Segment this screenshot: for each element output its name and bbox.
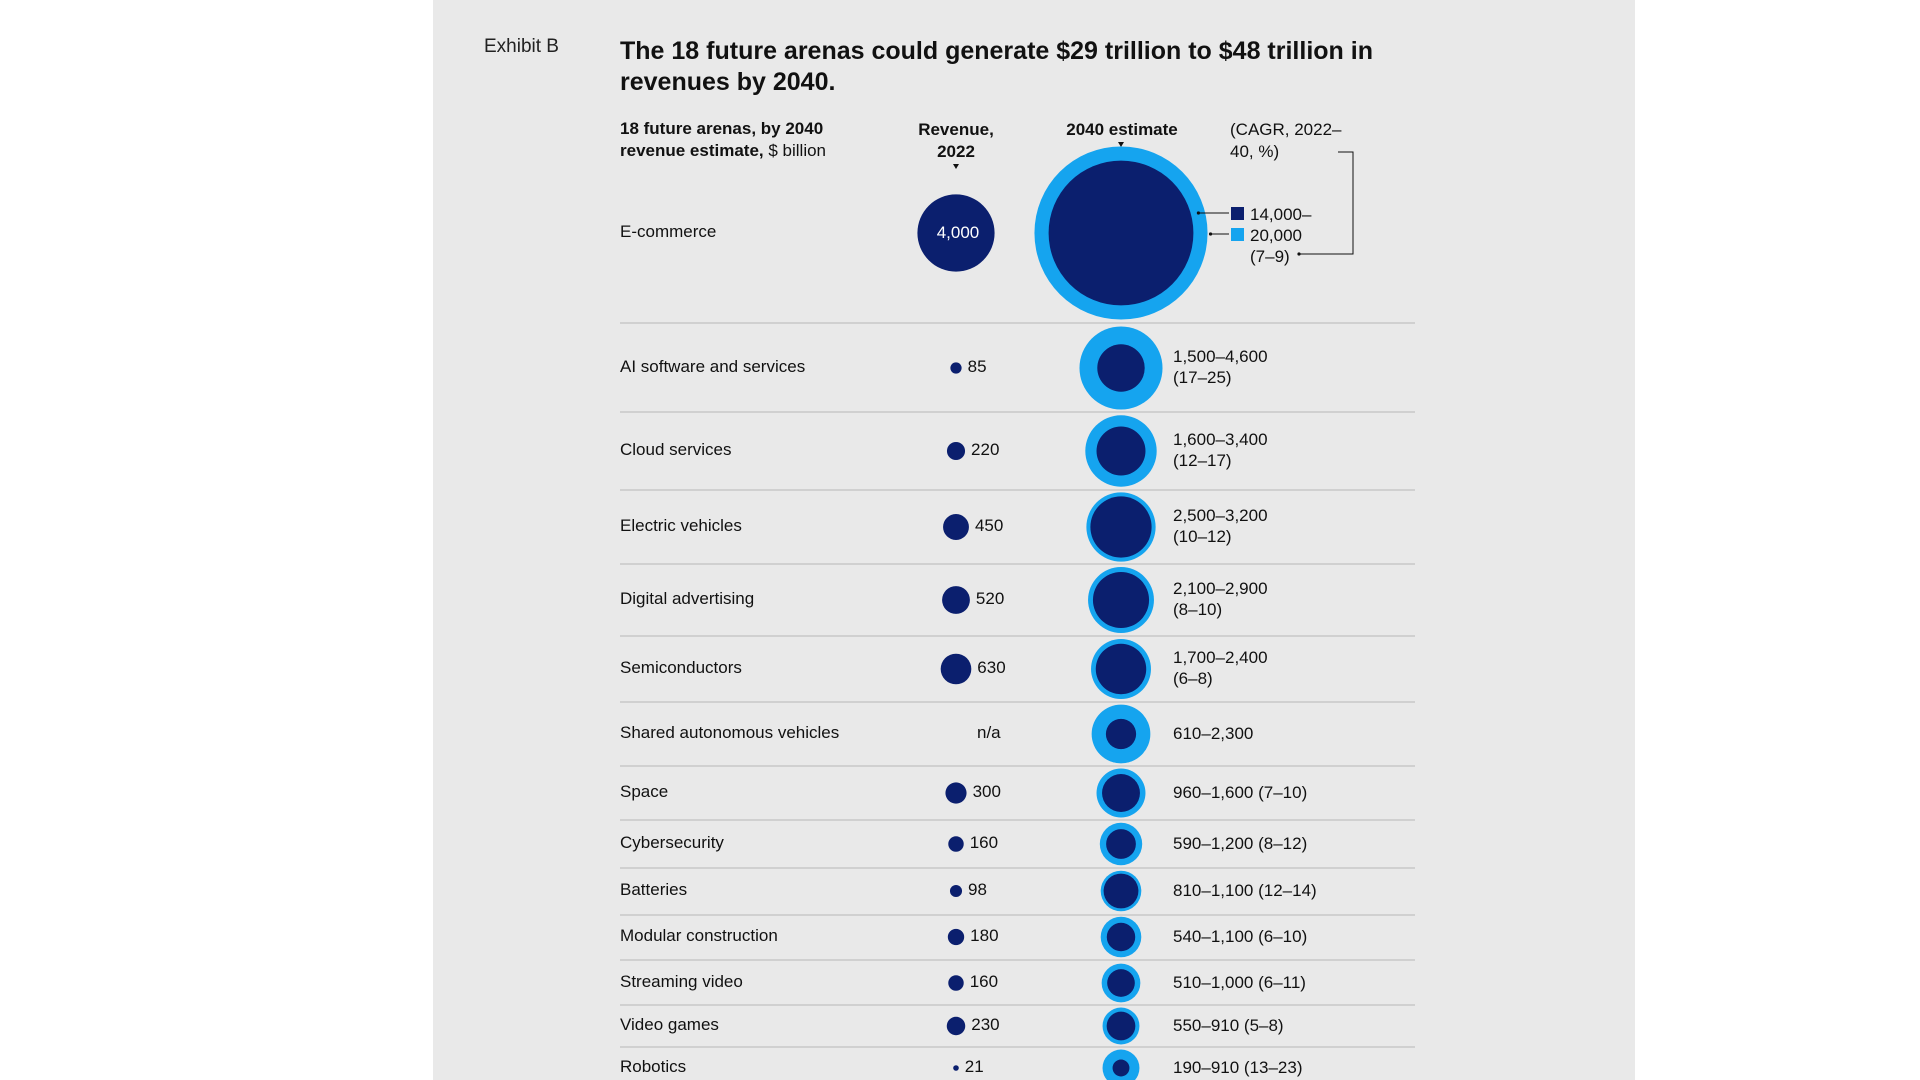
- revenue-2022-label-batteries: 98: [968, 880, 987, 899]
- estimate-label-shared-autonomous-vehicles: 610–2,300: [1173, 724, 1254, 743]
- revenue-2022-label-semiconductors: 630: [977, 658, 1006, 677]
- header-arenas-unit: $ billion: [763, 141, 827, 160]
- revenue-2022-bubble-digital-advertising: [942, 586, 970, 614]
- estimate-label-digital-advertising: 2,100–2,900 (8–10): [1173, 579, 1268, 619]
- estimate-label-cybersecurity: 590–1,200 (8–12): [1173, 834, 1308, 853]
- revenue-2022-bubble-robotics: [953, 1065, 959, 1071]
- legend-low-square: [1231, 207, 1244, 220]
- header-estimate-2040: 2040 estimate: [1066, 120, 1178, 139]
- cagr-bracket-dot: [1297, 252, 1301, 256]
- ecommerce-estimate-low: 14,000–: [1250, 205, 1312, 224]
- revenue-2022-label-shared-autonomous-vehicles: n/a: [977, 723, 1001, 742]
- category-label-batteries: Batteries: [620, 880, 688, 899]
- estimate-low-bubble-space: [1102, 774, 1140, 812]
- revenue-2022-label-streaming-video: 160: [969, 972, 999, 991]
- chart-title: The 18 future arenas could generate $29 …: [620, 37, 1373, 96]
- estimate-low-bubble-cloud-services: [1096, 426, 1146, 476]
- legend-high-leader-dot: [1208, 232, 1213, 236]
- estimate-label-space: 960–1,600 (7–10): [1173, 783, 1308, 802]
- category-label-digital-advertising: Digital advertising: [620, 589, 755, 608]
- estimate-low-bubble-modular-construction: [1106, 922, 1136, 952]
- revenue-2022-bubble-semiconductors: [940, 653, 972, 685]
- ecommerce-estimate-high: 20,000: [1250, 226, 1302, 245]
- estimate-low-bubble-semiconductors: [1095, 643, 1147, 695]
- estimate-label-cloud-services: 1,600–3,400 (12–17): [1173, 430, 1268, 470]
- exhibit-panel: [433, 0, 1635, 1080]
- revenue-2022-bubble-e-commerce: [917, 194, 995, 272]
- revenue-2022-label-digital-advertising: 520: [975, 589, 1005, 608]
- revenue-2022-bubble-ai-software-and-services: [950, 362, 962, 374]
- revenue-2022-label-cybersecurity: 160: [969, 833, 999, 852]
- revenue-2022-bubble-modular-construction: [947, 928, 965, 946]
- header-arenas: 18 future arenas, by 2040 revenue estima…: [620, 118, 840, 162]
- revenue-2022-label-space: 300: [972, 782, 1001, 801]
- revenue-2022-label-ai-software-and-services: 85: [967, 357, 987, 376]
- estimate-low-bubble-batteries: [1103, 873, 1139, 909]
- estimate-low-bubble-digital-advertising: [1092, 571, 1150, 629]
- category-label-modular-construction: Modular construction: [620, 926, 778, 945]
- estimate-low-bubble-robotics: [1112, 1059, 1130, 1077]
- category-label-video-games: Video games: [620, 1015, 719, 1034]
- ecommerce-estimate-cagr: (7–9): [1250, 247, 1290, 266]
- category-label-cybersecurity: Cybersecurity: [620, 833, 724, 852]
- estimate-low-bubble-video-games: [1106, 1011, 1136, 1041]
- revenue-2022-label-modular-construction: 180: [970, 926, 999, 945]
- estimate-low-bubble-ai-software-and-services: [1097, 344, 1145, 392]
- estimate-label-electric-vehicles: 2,500–3,200 (10–12): [1173, 506, 1268, 546]
- header-arenas-bold: 18 future arenas, by 2040 revenue estima…: [620, 119, 824, 160]
- category-label-ai-software-and-services: AI software and services: [620, 357, 806, 376]
- revenue-2022-bubble-space: [945, 782, 967, 804]
- estimate-label-video-games: 550–910 (5–8): [1173, 1016, 1284, 1035]
- header-cagr: (CAGR, 2022–40, %): [1230, 120, 1342, 161]
- estimate-label-modular-construction: 540–1,100 (6–10): [1173, 927, 1308, 946]
- legend-high-square: [1231, 228, 1244, 241]
- revenue-2022-bubble-electric-vehicles: [943, 514, 969, 540]
- estimate-low-bubble-streaming-video: [1107, 969, 1135, 997]
- estimate-low-bubble-e-commerce: [1048, 160, 1194, 306]
- estimate-low-bubble-cybersecurity: [1106, 829, 1136, 859]
- category-label-electric-vehicles: Electric vehicles: [620, 516, 742, 535]
- estimate-label-streaming-video: 510–1,000 (6–11): [1173, 973, 1306, 992]
- revenue-2022-bubble-cybersecurity: [948, 836, 964, 852]
- revenue-2022-label-cloud-services: 220: [971, 440, 1000, 459]
- header-revenue-2022: Revenue, 2022: [918, 120, 994, 161]
- revenue-2022-bubble-cloud-services: [946, 441, 966, 461]
- estimate-low-bubble-shared-autonomous-vehicles: [1105, 718, 1137, 750]
- estimate-label-ai-software-and-services: 1,500–4,600 (17–25): [1173, 347, 1268, 387]
- estimate-low-bubble-electric-vehicles: [1090, 496, 1152, 558]
- exhibit-label: Exhibit B: [484, 36, 559, 57]
- category-label-space: Space: [620, 782, 669, 801]
- revenue-2022-label-video-games: 230: [971, 1015, 1000, 1034]
- ecommerce-revenue-label: 4,000: [936, 223, 980, 242]
- category-label-shared-autonomous-vehicles: Shared autonomous vehicles: [620, 723, 840, 742]
- category-label-e-commerce: E-commerce: [620, 222, 717, 241]
- legend-low-leader-dot: [1196, 211, 1201, 215]
- estimate-label-robotics: 190–910 (13–23): [1173, 1058, 1303, 1077]
- category-label-streaming-video: Streaming video: [620, 972, 743, 991]
- revenue-2022-bubble-streaming-video: [948, 975, 964, 991]
- category-label-robotics: Robotics: [620, 1057, 687, 1076]
- revenue-2022-label-robotics: 21: [964, 1057, 984, 1076]
- ecommerce-estimate-label: 14,000– 20,000 (7–9): [1250, 204, 1311, 267]
- cagr-bracket: [1299, 151, 1354, 255]
- revenue-2022-bubble-video-games: [946, 1016, 966, 1036]
- estimate-label-batteries: 810–1,100 (12–14): [1173, 881, 1317, 900]
- revenue-2022-bubble-batteries: [949, 884, 963, 898]
- category-label-semiconductors: Semiconductors: [620, 658, 742, 677]
- revenue-header-marker: [953, 164, 959, 169]
- category-label-cloud-services: Cloud services: [620, 440, 732, 459]
- revenue-2022-label-electric-vehicles: 450: [974, 516, 1004, 535]
- estimate-label-semiconductors: 1,700–2,400 (6–8): [1173, 648, 1268, 688]
- estimate-header-marker: [1118, 142, 1124, 147]
